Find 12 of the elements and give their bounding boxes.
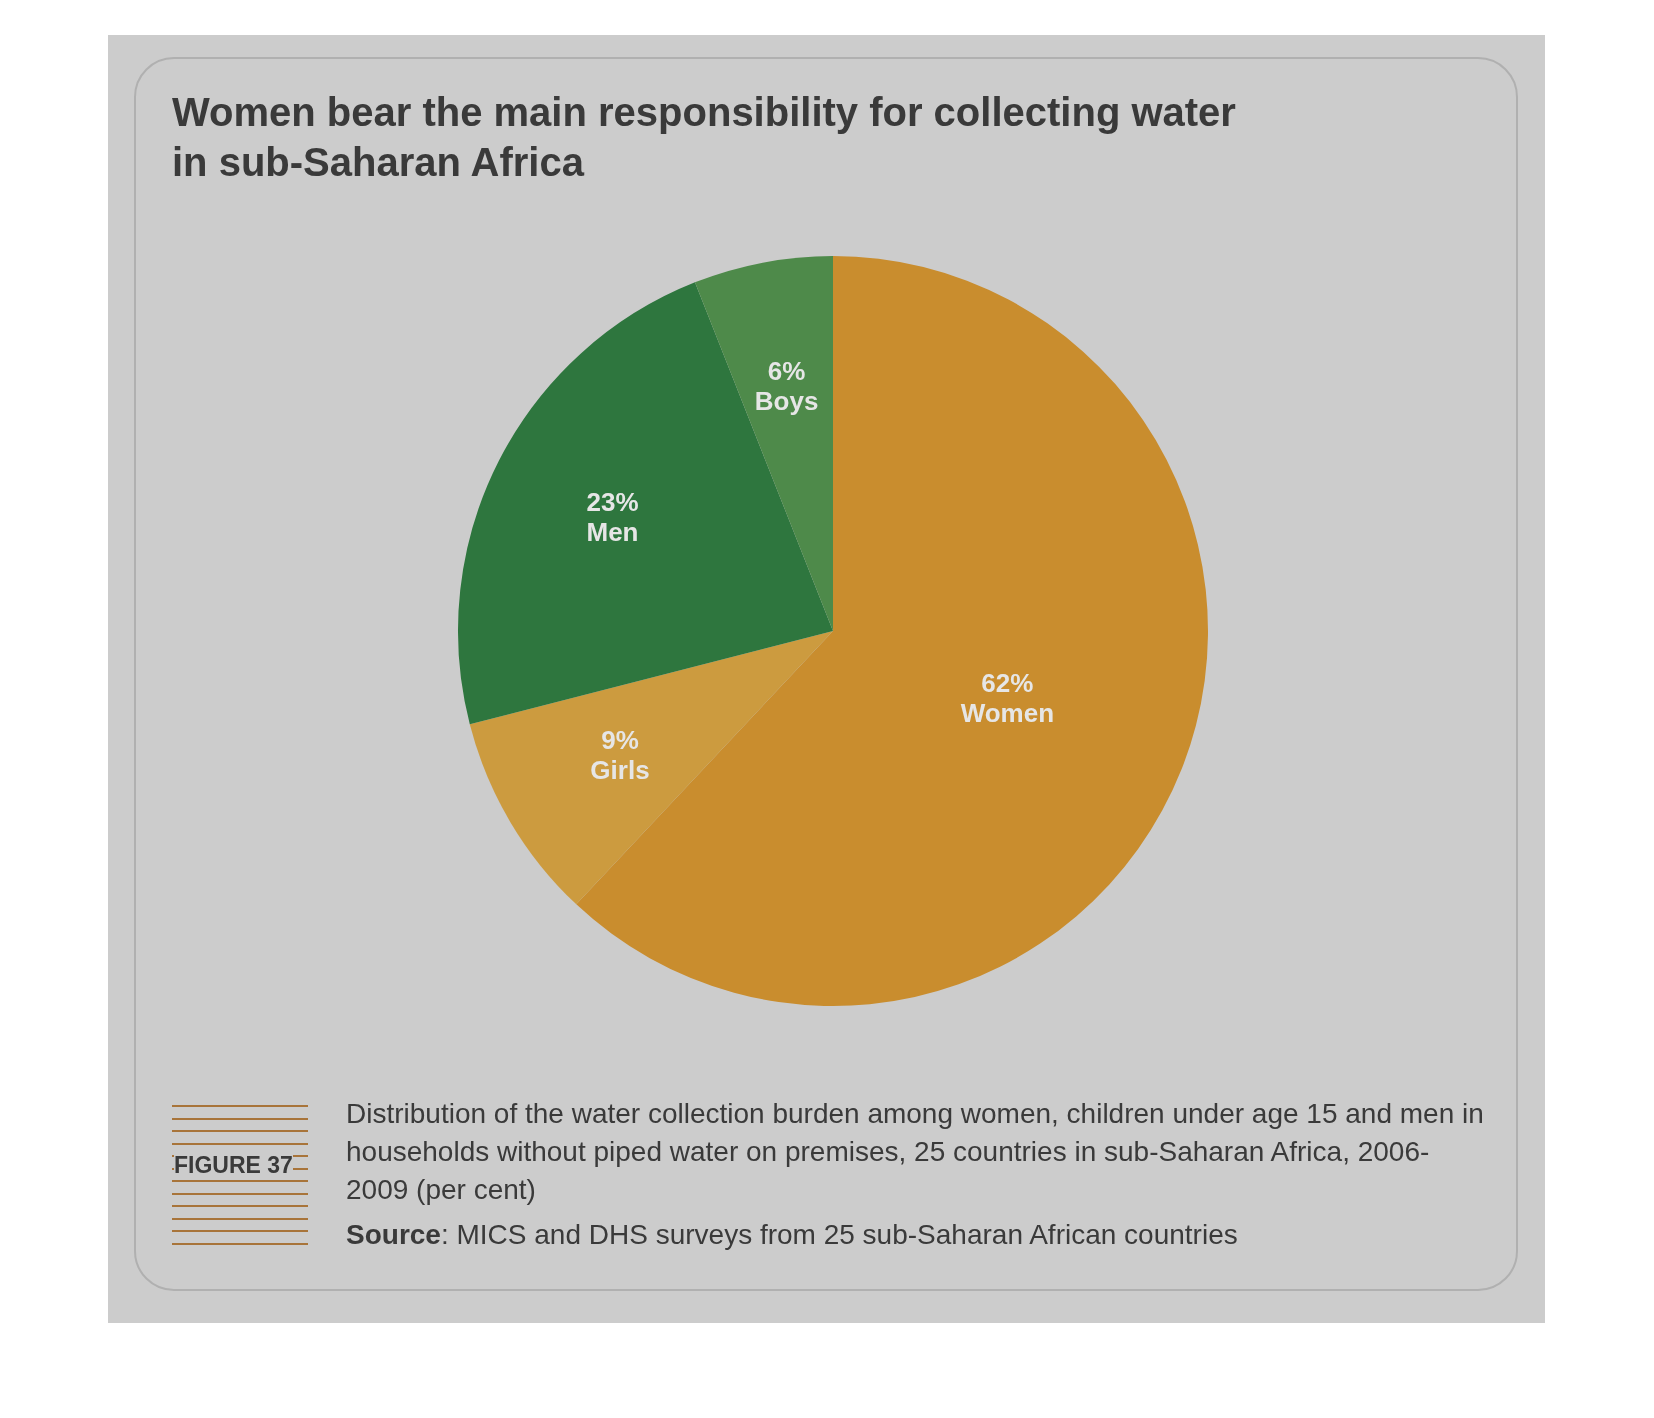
data-label: 62% (981, 668, 1034, 699)
data-label: 23% (586, 486, 639, 517)
slice-label: Boys (754, 386, 819, 417)
data-label: 6% (767, 356, 806, 387)
text: Distribution of the water collection burden among women, children under age 15 and men in households without piped water on premises, 25 countries in sub-Saharan Africa, 2006-2009 (per cent) (346, 1097, 1485, 1207)
slice-label: Women (960, 698, 1055, 729)
chart-title: Women bear the main responsibility for collecting water in sub-Saharan Africa (172, 89, 1237, 186)
source-note: Source: MICS and DHS surveys from 25 sub-Saharan African countries (346, 1219, 1239, 1251)
slice-label: Girls (590, 755, 650, 786)
data-label: 9% (601, 725, 639, 756)
slice-label: Men (586, 516, 639, 547)
caption: FIGURE 37 (174, 1152, 293, 1179)
